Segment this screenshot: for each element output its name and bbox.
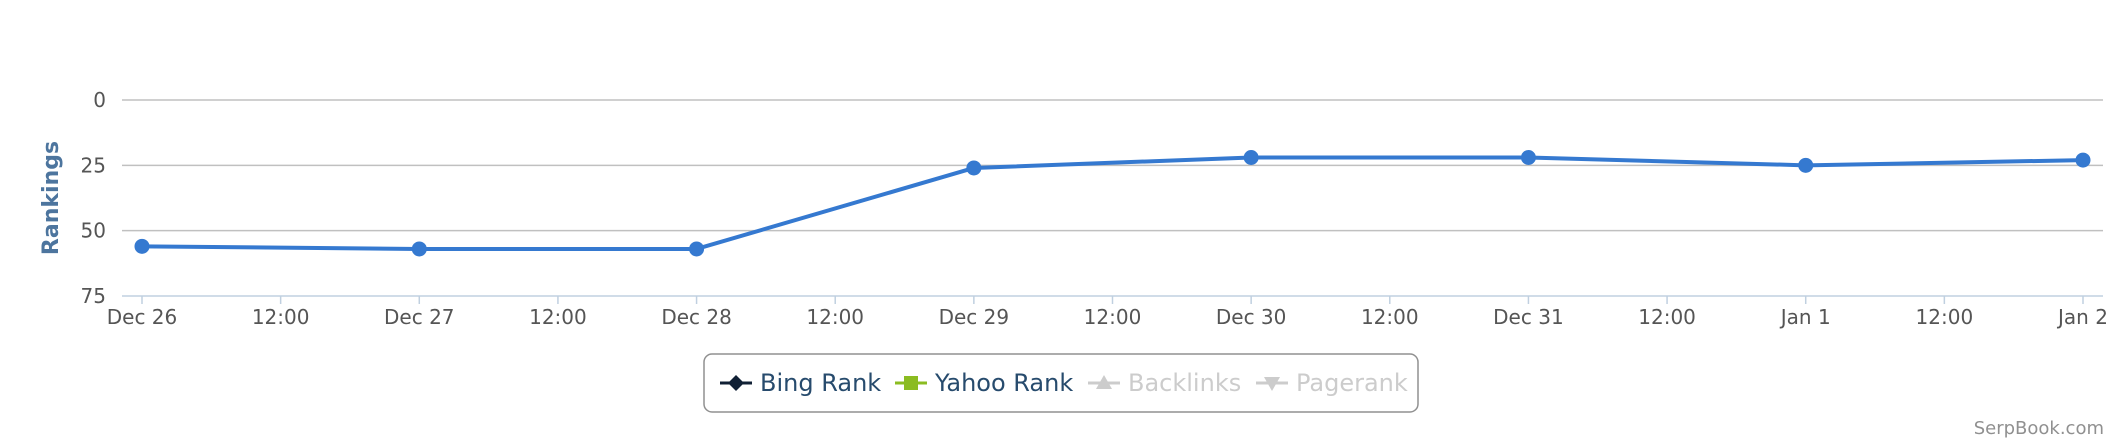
x-tick-label: Dec 27	[384, 305, 455, 329]
x-tick-label: Dec 29	[939, 305, 1010, 329]
x-tick-label: Jan 2	[2056, 305, 2108, 329]
y-tick-label: 75	[81, 284, 106, 308]
x-tick-label: 12:00	[1916, 305, 1974, 329]
legend-item-yahoo-rank[interactable]: Yahoo Rank	[895, 369, 1073, 397]
x-tick-label: 12:00	[806, 305, 864, 329]
data-point[interactable]	[134, 238, 150, 254]
legend-box	[703, 353, 1419, 413]
x-tick-label: 12:00	[1084, 305, 1142, 329]
x-tick-label: Dec 28	[661, 305, 732, 329]
legend-label: Yahoo Rank	[934, 369, 1073, 397]
x-tick-label: 12:00	[1361, 305, 1419, 329]
series-layer	[134, 149, 2091, 257]
x-tick-label: Jan 1	[1779, 305, 1831, 329]
legend: Bing Rank Yahoo Rank Backlinks Pagerank	[703, 353, 1419, 413]
data-point[interactable]	[966, 160, 982, 176]
data-point[interactable]	[2075, 152, 2091, 168]
data-point[interactable]	[1520, 149, 1536, 165]
x-tick-label: Dec 30	[1216, 305, 1287, 329]
y-tick-label: 50	[81, 219, 106, 243]
triangle-down-icon	[1264, 377, 1280, 391]
x-tick-label: Dec 26	[107, 305, 178, 329]
x-tick-label: 12:00	[1638, 305, 1696, 329]
legend-item-backlinks[interactable]: Backlinks	[1088, 369, 1241, 397]
legend-item-pagerank[interactable]: Pagerank	[1256, 369, 1408, 397]
data-point[interactable]	[1798, 157, 1814, 173]
data-point[interactable]	[1243, 149, 1259, 165]
credits-link[interactable]: SerpBook.com	[1974, 418, 2104, 439]
data-point[interactable]	[689, 241, 705, 257]
legend-item-bing-rank[interactable]: Bing Rank	[720, 369, 881, 397]
triangle-icon	[1096, 375, 1112, 389]
series-line	[141, 155, 2084, 251]
y-axis-title: Rankings	[39, 141, 64, 255]
legend-label: Bing Rank	[760, 369, 881, 397]
diamond-icon	[728, 375, 744, 391]
legend-label: Backlinks	[1128, 369, 1241, 397]
y-tick-label: 25	[81, 153, 106, 177]
legend-label: Pagerank	[1296, 369, 1408, 397]
square-icon	[904, 376, 918, 390]
data-point[interactable]	[411, 241, 427, 257]
x-tick-label: 12:00	[252, 305, 310, 329]
x-tick-label: 12:00	[529, 305, 587, 329]
x-tick-label: Dec 31	[1493, 305, 1564, 329]
y-tick-label: 0	[93, 88, 106, 112]
